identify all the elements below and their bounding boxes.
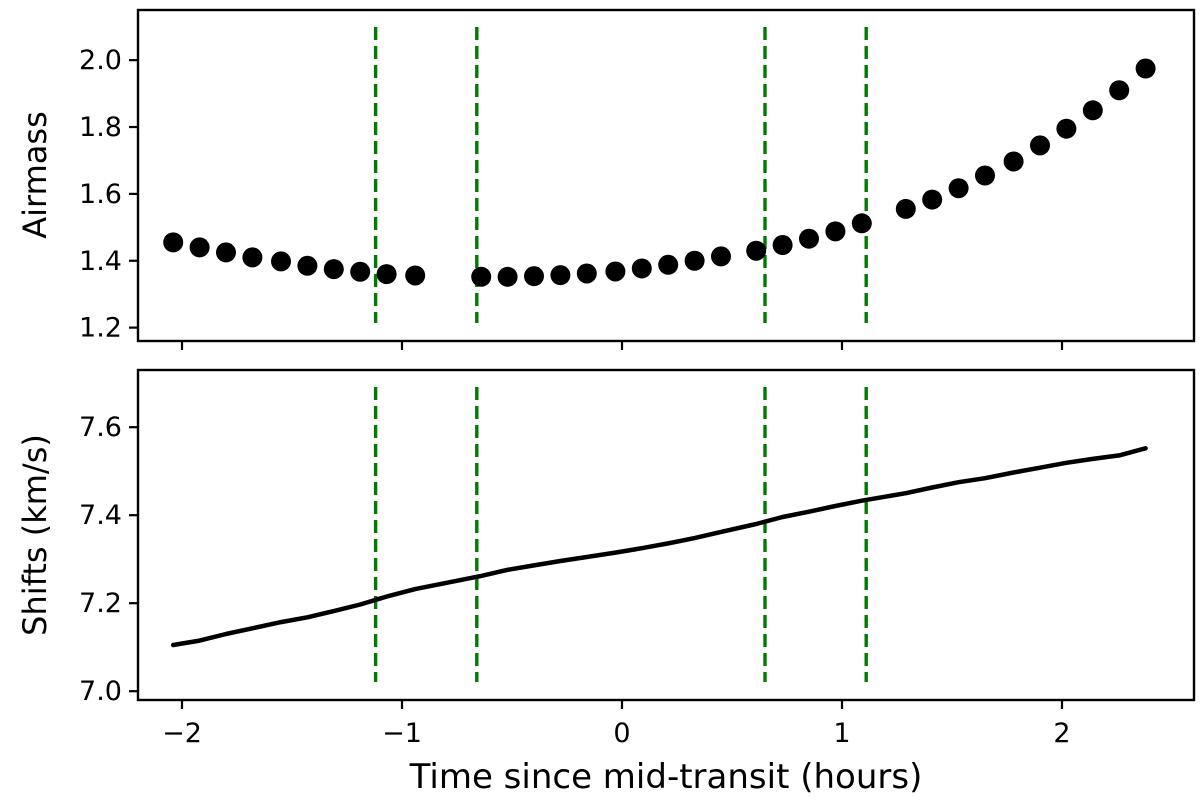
airmass-point-34 [1135, 58, 1156, 79]
x-axis-label: Time since mid-transit (hours) [409, 757, 923, 797]
airmass-point-1 [189, 237, 210, 258]
bottom-ytick-label-2: 7.4 [79, 500, 122, 531]
top-panel: 1.2 1.4 1.6 1.8 2.0 Airmass [16, 8, 1196, 350]
bottom-yticks: 7.0 7.2 7.4 7.6 [79, 412, 138, 707]
airmass-point-12 [524, 266, 544, 287]
top-plot-area [138, 10, 1194, 341]
top-series [163, 58, 1156, 287]
airmass-point-26 [922, 189, 943, 210]
airmass-point-3 [242, 247, 263, 268]
xtick-label-2: 0 [613, 718, 630, 749]
top-ylabel: Airmass [16, 111, 54, 239]
top-ytick-label-3: 1.8 [79, 112, 122, 143]
bottom-plot-area [138, 370, 1194, 700]
airmass-point-2 [216, 242, 236, 263]
airmass-point-27 [948, 178, 969, 199]
airmass-point-0 [163, 232, 184, 253]
airmass-point-28 [975, 165, 995, 186]
top-ytick-label-2: 1.6 [79, 179, 122, 210]
airmass-point-16 [631, 258, 652, 279]
xtick-label-3: 1 [833, 718, 850, 749]
bottom-series [170, 446, 1148, 648]
xtick-label-4: 2 [1053, 718, 1070, 749]
top-vlines [373, 27, 868, 323]
airmass-point-11 [497, 266, 518, 287]
top-frame [136, 8, 1196, 343]
airmass-point-5 [297, 255, 318, 276]
xtick-label-0: −2 [162, 718, 202, 749]
airmass-point-19 [711, 246, 731, 267]
xtick-label-1: −1 [382, 718, 422, 749]
airmass-point-33 [1109, 80, 1130, 101]
airmass-point-32 [1082, 100, 1103, 121]
top-xticks [180, 341, 1064, 350]
airmass-point-30 [1030, 135, 1050, 156]
airmass-point-22 [799, 228, 819, 249]
airmass-point-7 [350, 261, 371, 282]
bottom-xticks: −2 −1 0 1 2 [162, 700, 1071, 749]
bottom-ytick-label-3: 7.6 [79, 412, 122, 443]
airmass-point-9 [405, 265, 426, 286]
airmass-point-24 [851, 213, 872, 234]
airmass-point-25 [895, 198, 916, 219]
airmass-point-4 [271, 251, 291, 272]
bottom-frame [136, 368, 1196, 702]
airmass-point-13 [550, 265, 571, 286]
airmass-point-20 [746, 240, 767, 261]
airmass-point-10 [471, 266, 492, 287]
airmass-point-23 [825, 221, 846, 242]
bottom-vlines [373, 387, 868, 682]
top-ytick-label-0: 1.2 [79, 313, 122, 344]
airmass-point-6 [323, 259, 344, 280]
airmass-point-17 [658, 254, 679, 275]
bottom-panel: 7.0 7.2 7.4 7.6 −2 −1 0 1 2 Shifts (km/s) [16, 368, 1196, 749]
top-yticks: 1.2 1.4 1.6 1.8 2.0 [79, 45, 138, 344]
top-ytick-label-1: 1.4 [79, 246, 122, 277]
airmass-point-8 [376, 264, 397, 285]
bottom-ytick-label-0: 7.0 [79, 676, 122, 707]
bottom-ylabel: Shifts (km/s) [16, 434, 54, 636]
airmass-point-18 [684, 250, 705, 271]
airmass-point-29 [1003, 151, 1024, 172]
airmass-point-14 [576, 263, 597, 284]
top-ytick-label-4: 2.0 [79, 45, 122, 76]
bottom-ytick-label-1: 7.2 [79, 588, 122, 619]
airmass-point-31 [1056, 118, 1077, 139]
airmass-point-21 [772, 235, 793, 256]
airmass-point-15 [605, 261, 626, 282]
shifts-line [170, 446, 1148, 648]
